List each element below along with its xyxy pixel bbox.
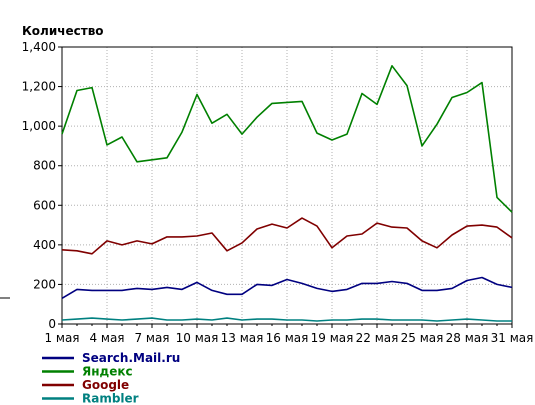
x-tick-label: 1 мая <box>44 331 79 345</box>
x-tick-label: 31 мая <box>491 331 534 345</box>
legend-label: Google <box>82 378 129 392</box>
y-tick-label: 200 <box>33 277 56 291</box>
y-axis-label: Количество <box>22 24 104 38</box>
x-tick-label: 13 мая <box>221 331 264 345</box>
x-tick-label: 28 мая <box>446 331 489 345</box>
series-line-search-mail-ru <box>61 276 513 299</box>
series-line-google <box>61 217 513 255</box>
x-tick-label: 22 мая <box>356 331 399 345</box>
x-axis: 1 мая 4 мая 7 мая 10 мая 13 мая 16 мая 19 мая 2… <box>44 324 533 345</box>
series-line-яндекс <box>61 65 513 213</box>
series-line-rambler <box>61 317 512 322</box>
y-tick-label: 1,400 <box>22 40 56 54</box>
y-tick-label: 1,200 <box>22 80 56 94</box>
y-tick-label: 400 <box>33 238 56 252</box>
x-tick-label: 25 мая <box>401 331 444 345</box>
y-axis: 0 200 400 600 800 1,000 1,200 1,400 <box>22 40 62 331</box>
legend-label: Rambler <box>82 392 139 405</box>
x-tick-label: 16 мая <box>266 331 309 345</box>
y-tick-label: 0 <box>48 317 56 331</box>
x-tick-label: 10 мая <box>176 331 219 345</box>
y-tick-label: 600 <box>33 198 56 212</box>
grid <box>62 47 512 324</box>
x-tick-label: 19 мая <box>311 331 354 345</box>
y-tick-label: 1,000 <box>22 119 56 133</box>
legend-label: Search.Mail.ru <box>82 351 180 365</box>
x-tick-label: 4 мая <box>89 331 124 345</box>
legend-label: Яндекс <box>82 365 133 379</box>
x-tick-label: 7 мая <box>134 331 169 345</box>
y-tick-label: 800 <box>33 159 56 173</box>
series-lines <box>61 65 513 322</box>
